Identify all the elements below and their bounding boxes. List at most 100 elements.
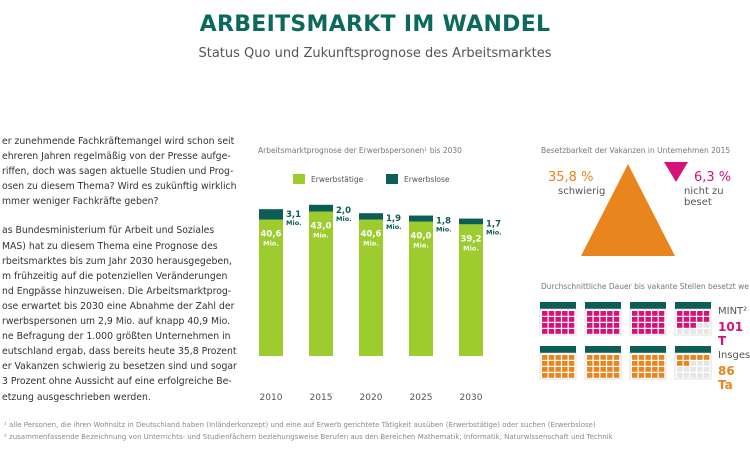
x-tick-label: 2020 [360,393,383,403]
legend-label-unemployed: Erwerbslose [404,175,450,184]
vacancy-triangles [581,162,688,256]
calendar-day-cell [638,361,645,366]
calendar-icons [539,302,712,380]
bar-unit-label: Mio. [336,215,352,223]
intro-text: er zunehmende Fachkräftemangel wird scho… [2,134,264,419]
calendar-day-cell [703,373,710,378]
calendar-icon-header [675,302,711,309]
mint-label: MINT² [718,306,748,317]
calendar-day-cell [542,355,548,360]
calendar-day-cell [683,323,690,328]
calendar-day-cell [555,355,561,360]
intro-line: er Vakanzen schwierig zu besetzen sind u… [2,361,237,373]
bar-employed [259,219,283,356]
calendar-day-cell [652,355,658,360]
x-tick-label: 2015 [310,393,333,403]
calendar-day-cell [600,367,606,372]
calendar-day-cell [607,329,613,334]
calendar-day-cell [562,373,568,378]
bar-value-label: 40,6 [361,230,382,240]
calendar-day-cell [568,323,575,328]
calendar-day-cell [555,317,561,322]
calendar-day-cell [697,311,703,316]
calendar-day-cell [677,355,683,360]
calendar-day-cell [568,361,575,366]
calendar-day-cell [683,361,690,366]
calendar-day-cell [548,323,555,328]
bar-value-label: 40,6 [261,230,282,240]
intro-line: ne Befragung der 1.000 größten Unternehm… [2,331,231,343]
bar-unit-label: Mio. [413,242,429,250]
bar-value-label: 3,1 [286,210,301,220]
calendar-day-cell [677,311,683,316]
intro-line: m frühzeitig auf die potenziellen Veränd… [2,270,228,282]
calendar-day-cell [645,311,651,316]
bar-unemployed [359,213,383,220]
calendar-day-cell [632,311,638,316]
x-tick-label: 2010 [260,393,283,403]
calendar-day-cell [638,323,645,328]
calendar-day-cell [593,367,600,372]
difficult-triangle [581,164,675,256]
calendar-icon-header [630,302,666,309]
intro-line: etzung ausgeschrieben werden. [2,391,151,403]
calendar-day-cell [613,373,620,378]
calendar-day-cell [697,323,703,328]
calendar-day-cell [607,367,613,372]
calendar-day-cell [562,361,568,366]
calendar-day-cell [645,317,651,322]
calendar-day-cell [562,355,568,360]
calendar-day-cell [555,373,561,378]
bar-value-label: 1,7 [486,220,501,230]
calendar-day-cell [555,323,561,328]
calendar-day-cell [652,311,658,316]
intro-line: riffen, doch was sagen aktuelle Studien … [2,166,234,178]
calendar-day-cell [548,311,555,316]
calendar-day-cell [632,323,638,328]
calendar-day-cell [607,361,613,366]
calendar-day-cell [690,355,696,360]
calendar-day-cell [542,311,548,316]
bar-unemployed [459,218,483,225]
calendar-day-cell [652,373,658,378]
calendar-day-cell [638,373,645,378]
calendar-day-cell [542,367,548,372]
calendar-day-cell [683,373,690,378]
calendar-day-cell [638,329,645,334]
calendar-day-cell [542,323,548,328]
calendar-day-cell [568,317,575,322]
calendar-day-cell [548,329,555,334]
calendar-day-cell [593,311,600,316]
calendar-day-cell [607,317,613,322]
calendar-day-cell [690,317,696,322]
calendar-day-cell [613,323,620,328]
calendar-day-cell [593,323,600,328]
bar-unit-label: Mio. [386,223,402,231]
calendar-day-cell [562,367,568,372]
calendar-day-cell [645,367,651,372]
calendar-day-cell [645,323,651,328]
bar-unit-label: Mio. [436,226,452,234]
calendar-day-cell [645,361,651,366]
intro-paragraph-1: er zunehmende Fachkräftemangel wird scho… [2,134,264,209]
calendar-day-cell [690,323,696,328]
calendar-day-cell [632,355,638,360]
calendar-day-cell [568,355,575,360]
calendar-day-cell [562,323,568,328]
calendar-day-cell [632,317,638,322]
calendar-day-cell [587,329,593,334]
calendar-day-cell [555,311,561,316]
legend-swatch-employed [293,174,305,184]
calendar-day-cell [613,355,620,360]
difficult-label: schwierig [558,186,606,197]
calendar-day-cell [613,317,620,322]
calendar-day-cell [587,311,593,316]
calendar-icon-header [675,346,711,353]
calendar-day-cell [593,355,600,360]
calendar-day-cell [658,311,665,316]
bar-unit-label: Mio. [286,219,302,227]
impossible-percent: 6,3 % [694,170,732,185]
footnote-1: ¹ alle Personen, die ihren Wohnsitz in D… [4,421,596,429]
calendar-day-cell [587,355,593,360]
calendar-day-cell [677,367,683,372]
